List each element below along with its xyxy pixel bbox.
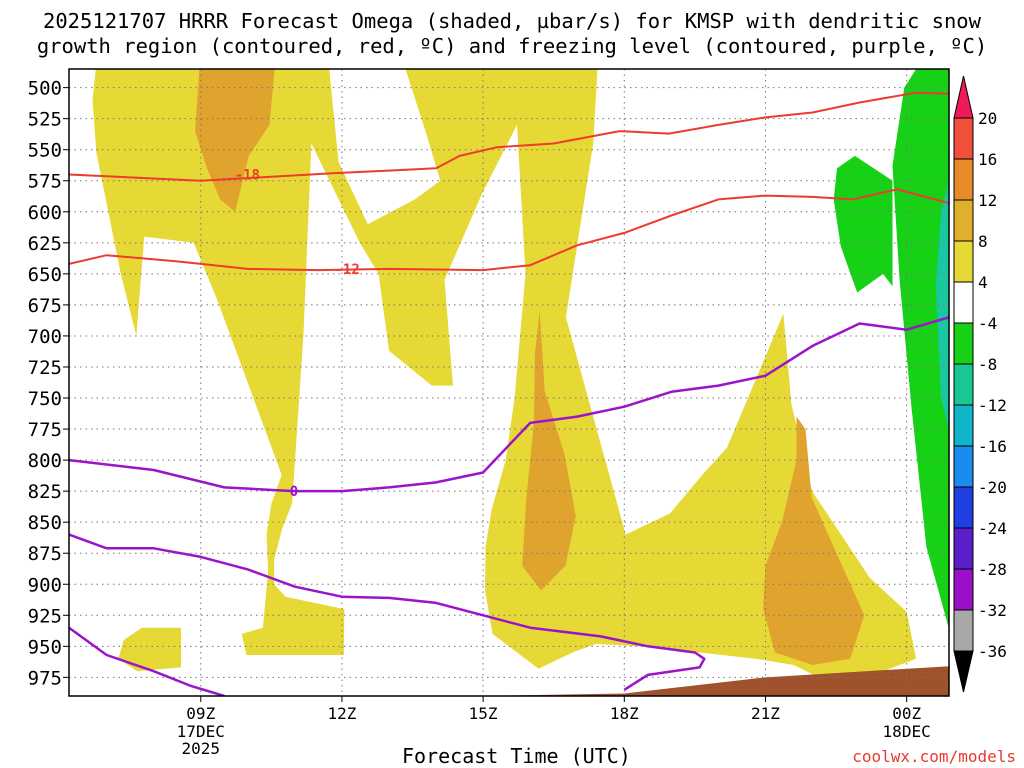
- y-tick-label-825: 825: [28, 481, 62, 503]
- freezing-contour-2: [69, 626, 225, 696]
- y-tick-label-975: 975: [28, 667, 62, 689]
- omega-region-orange-3: [522, 311, 576, 591]
- colorbar-label-12: 12: [978, 191, 997, 210]
- colorbar-label--4: -4: [978, 314, 997, 333]
- colorbar-label--32: -32: [978, 601, 1007, 620]
- colorbar-swatch-12: [953, 199, 974, 242]
- colorbar-bottom-arrow: [953, 650, 974, 693]
- colorbar-swatch--4: [953, 322, 974, 365]
- y-tick-label-575: 575: [28, 171, 62, 193]
- chart-title-line-1: 2025121707 HRRR Forecast Omega (shaded, …: [43, 9, 981, 33]
- x-axis-label: Forecast Time (UTC): [402, 744, 631, 768]
- y-tick-label-675: 675: [28, 295, 62, 317]
- colorbar-label-4: 4: [978, 273, 988, 292]
- y-tick-label-725: 725: [28, 357, 62, 379]
- y-tick-label-625: 625: [28, 233, 62, 255]
- x-tick-date-00Z: 18DEC: [883, 722, 931, 741]
- omega-region-orange-4: [763, 416, 865, 665]
- credit-text: coolwx.com/models: [852, 747, 1016, 766]
- plot-frame: [68, 68, 950, 697]
- y-tick-label-525: 525: [28, 109, 62, 131]
- contour-lines: -18 -12 0: [69, 91, 949, 696]
- omega-region-orange-2: [195, 69, 275, 212]
- colorbar-swatch-16: [953, 158, 974, 201]
- freezing-contour-0: [69, 316, 949, 493]
- y-tick-label-700: 700: [28, 326, 62, 348]
- omega-region-green-6: [833, 155, 893, 293]
- colorbar-legend: 20 16 12 8 4 -4 -8 -12 -16 -20 -24 -28 -32 -36: [953, 75, 1007, 693]
- y-tick-label-600: 600: [28, 202, 62, 224]
- x-tick-label-00Z: 00Z: [892, 704, 921, 723]
- terrain-fill: [69, 666, 949, 696]
- freezing-contour-1: [69, 533, 706, 691]
- colorbar-swatch--24: [953, 527, 974, 570]
- colorbar-label--16: -16: [978, 437, 1007, 456]
- colorbar-swatch-4: [953, 281, 974, 324]
- omega-region-yellow-1: [118, 627, 181, 672]
- chart-title-line-2: growth region (contoured, red, ºC) and f…: [36, 34, 988, 58]
- colorbar-top-arrow: [953, 75, 974, 119]
- y-tick-label-900: 900: [28, 574, 62, 596]
- y-tick-label-550: 550: [28, 140, 62, 162]
- colorbar-label-8: 8: [978, 232, 988, 251]
- dendritic-contour-0: [69, 91, 949, 182]
- colorbar-label--28: -28: [978, 560, 1007, 579]
- dendritic-contour-1: [69, 188, 949, 272]
- y-tick-label-925: 925: [28, 605, 62, 627]
- x-tick-label-12Z: 12Z: [327, 704, 356, 723]
- y-tick-label-650: 650: [28, 264, 62, 286]
- x-tick-label-21Z: 21Z: [751, 704, 780, 723]
- colorbar-swatch-8: [953, 240, 974, 283]
- omega-region-yellow-0: [92, 69, 917, 684]
- colorbar-label--8: -8: [978, 355, 997, 374]
- y-tick-label-850: 850: [28, 512, 62, 534]
- omega-region-green-5: [892, 69, 949, 629]
- colorbar-label--24: -24: [978, 519, 1007, 538]
- colorbar-label--36: -36: [978, 642, 1007, 661]
- omega-shading: [92, 69, 949, 684]
- colorbar-swatch--16: [953, 445, 974, 488]
- colorbar-swatch--32: [953, 609, 974, 652]
- colorbar-swatch--8: [953, 363, 974, 406]
- colorbar-label--12: -12: [978, 396, 1007, 415]
- colorbar-label-16: 16: [978, 150, 997, 169]
- y-tick-label-875: 875: [28, 543, 62, 565]
- x-tick-label-15Z: 15Z: [469, 704, 498, 723]
- x-tick-year-09Z: 2025: [181, 739, 220, 758]
- colorbar-label--20: -20: [978, 478, 1007, 497]
- y-axis: 500 525 550 575 600 625 650 675 700 725 750 775 800 8…: [28, 78, 69, 689]
- dendritic-contour-0-label: -18: [235, 168, 260, 184]
- colorbar-swatch-20: [953, 117, 974, 160]
- terrain-layer: [69, 666, 949, 696]
- plot-border: [68, 68, 950, 697]
- colorbar-swatch--20: [953, 486, 974, 529]
- x-tick-date-09Z: 17DEC: [177, 722, 225, 741]
- y-tick-label-800: 800: [28, 450, 62, 472]
- colorbar-swatch--12: [953, 404, 974, 447]
- colorbar-label-20: 20: [978, 109, 997, 128]
- grid-lines: [69, 69, 949, 696]
- x-tick-label-09Z: 09Z: [186, 704, 215, 723]
- freezing-contour-0-label: 0: [290, 484, 298, 500]
- y-tick-label-775: 775: [28, 419, 62, 441]
- y-tick-label-500: 500: [28, 78, 62, 100]
- dendritic-contour-1-label: -12: [334, 262, 359, 278]
- colorbar-swatch--28: [953, 568, 974, 611]
- y-tick-label-750: 750: [28, 388, 62, 410]
- y-tick-label-950: 950: [28, 636, 62, 658]
- x-tick-label-18Z: 18Z: [610, 704, 639, 723]
